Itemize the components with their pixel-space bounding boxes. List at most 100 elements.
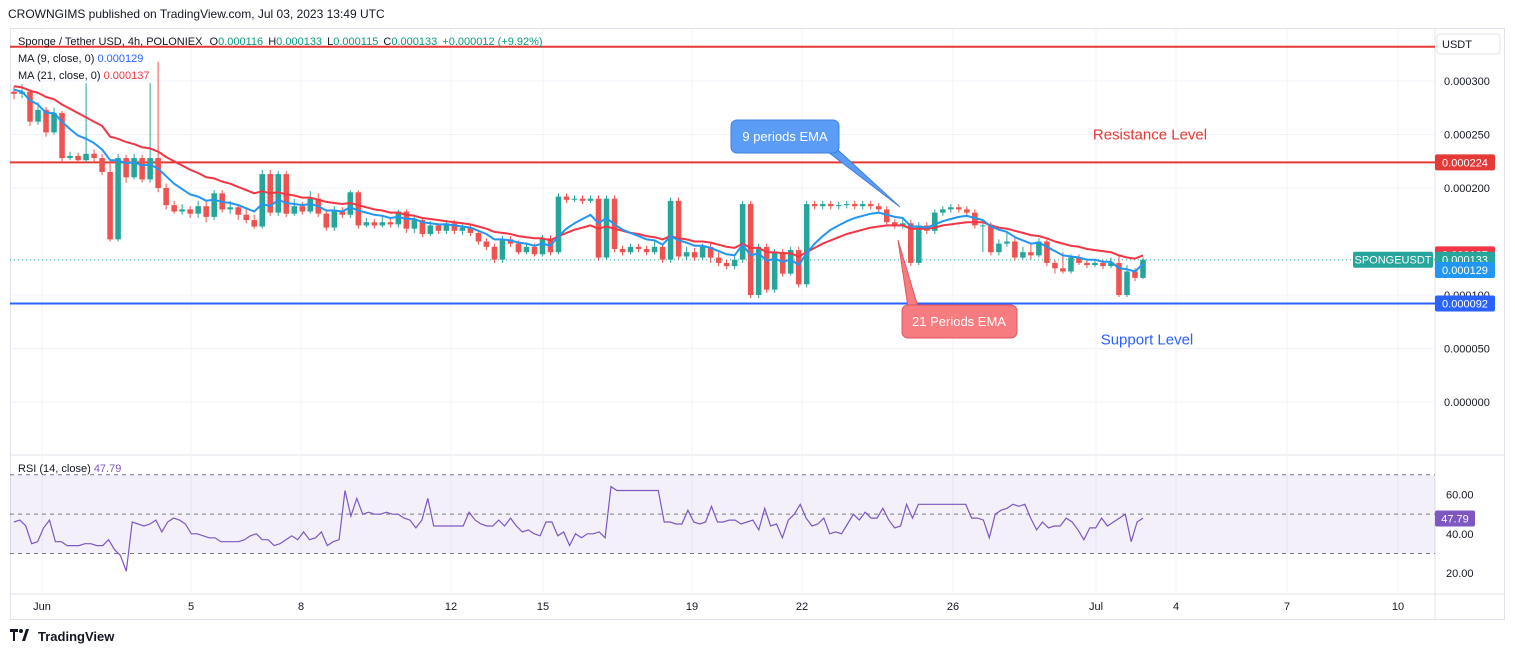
legend-l-label: L — [327, 36, 334, 48]
candle-down — [515, 243, 522, 253]
candle-down — [635, 246, 642, 249]
candle-down — [891, 222, 898, 226]
candle-down — [371, 222, 378, 226]
candle-down — [723, 262, 730, 267]
candle-down — [387, 222, 394, 225]
candle-up — [739, 204, 746, 260]
candle-up — [1068, 257, 1074, 272]
candle-up — [819, 204, 826, 207]
price-tick-label: 0.000200 — [1444, 183, 1490, 195]
ema21-line — [13, 85, 1144, 260]
candle-down — [851, 204, 858, 207]
candle-up — [363, 222, 370, 226]
candle-down — [235, 207, 241, 215]
candle-down — [299, 206, 306, 212]
ema-lines — [13, 85, 1144, 273]
candle-up — [227, 207, 233, 210]
candle-down — [491, 246, 498, 260]
candle-up — [916, 225, 922, 263]
candle-down — [779, 252, 786, 274]
candle-up — [1036, 241, 1042, 256]
candle-down — [187, 209, 193, 214]
candle-down — [867, 204, 874, 207]
candle-down — [747, 204, 754, 295]
rsi-legend[interactable]: RSI (14, close) 47.79 — [18, 463, 121, 475]
legend-ma9-label: MA (9, close, 0) — [18, 53, 95, 65]
candle-up — [443, 223, 450, 231]
candle-up — [843, 204, 850, 206]
time-tick-label: 12 — [445, 601, 457, 613]
candle-up — [731, 259, 738, 267]
candle-up — [459, 227, 466, 231]
candle-up — [539, 238, 546, 255]
legend-ma21-row[interactable]: MA (21, close, 0) 0.000137 — [18, 68, 543, 85]
time-tick-label: 7 — [1284, 601, 1290, 613]
candle-down — [11, 91, 17, 94]
candle-up — [587, 198, 594, 201]
candle-down — [988, 225, 994, 253]
legend-symbol[interactable]: Sponge / Tether USD, 4h, POLONIEX — [18, 36, 203, 48]
candle-up — [259, 174, 266, 227]
candle-down — [243, 214, 249, 221]
time-tick-label: 10 — [1392, 601, 1404, 613]
candle-up — [603, 198, 610, 258]
chart-frame — [10, 28, 1505, 620]
time-tick-label: 26 — [947, 601, 959, 613]
price-badges: USDT0.0002240.000137SPONGEUSDT0.0001330.… — [1353, 33, 1501, 527]
legend-ma9-row[interactable]: MA (9, close, 0) 0.000129 — [18, 51, 543, 68]
candle-down — [1012, 241, 1018, 258]
candle-down — [1116, 262, 1122, 295]
candle-down — [531, 246, 538, 255]
tradingview-brand[interactable]: TradingView — [38, 629, 115, 644]
rsi-tick-label: 40.00 — [1446, 529, 1474, 541]
candle-up — [307, 198, 314, 212]
candle-down — [1076, 257, 1082, 263]
time-tick-label: 19 — [686, 601, 698, 613]
rsi-value-badge: 47.79 — [1441, 514, 1469, 526]
price-tick-label: 0.000250 — [1444, 130, 1490, 142]
rsi-value-badge-bg — [1435, 510, 1475, 527]
candle-up — [291, 206, 298, 214]
candle-down — [355, 192, 362, 226]
candle-down — [619, 248, 626, 253]
candle-up — [427, 225, 434, 235]
rsi-legend-label: RSI (14, close) — [18, 463, 91, 475]
candle-up — [499, 239, 506, 260]
candle-up — [131, 158, 137, 178]
candle-down — [1100, 262, 1106, 267]
support-level-label: Support Level — [1101, 332, 1194, 349]
candle-down — [956, 207, 962, 210]
symbol-price-badge-bg — [1353, 251, 1433, 268]
candle-down — [155, 158, 161, 188]
candle-up — [803, 204, 810, 285]
candle-down — [795, 250, 802, 285]
candle-up — [51, 113, 57, 133]
candle-down — [467, 227, 474, 233]
candle-down — [579, 198, 586, 201]
candle-up — [379, 222, 386, 226]
time-tick-label: Jul — [1089, 601, 1103, 613]
candle-down — [403, 211, 410, 229]
candle-up — [523, 246, 530, 253]
candle-up — [859, 204, 866, 207]
legend-ma9-value: 0.000129 — [97, 53, 144, 65]
candle-up — [771, 252, 778, 290]
candle-up — [1020, 252, 1026, 258]
rsi-line — [13, 485, 1144, 572]
candle-down — [691, 252, 698, 258]
ema9-line — [13, 88, 1144, 273]
candle-down — [483, 241, 490, 247]
candle-up — [331, 211, 338, 228]
price-tick-label: 0.000050 — [1444, 344, 1490, 356]
price-tick-label: 0.000300 — [1444, 76, 1490, 88]
tradingview-logo-icon[interactable] — [10, 629, 32, 644]
candles — [11, 61, 1146, 299]
candle-down — [1028, 252, 1034, 256]
candle-down — [475, 232, 482, 242]
rsi-band — [10, 474, 1435, 555]
legend-h-label: H — [268, 36, 277, 48]
candle-up — [195, 206, 201, 214]
candle-up — [667, 200, 674, 260]
candle-up — [67, 155, 73, 159]
